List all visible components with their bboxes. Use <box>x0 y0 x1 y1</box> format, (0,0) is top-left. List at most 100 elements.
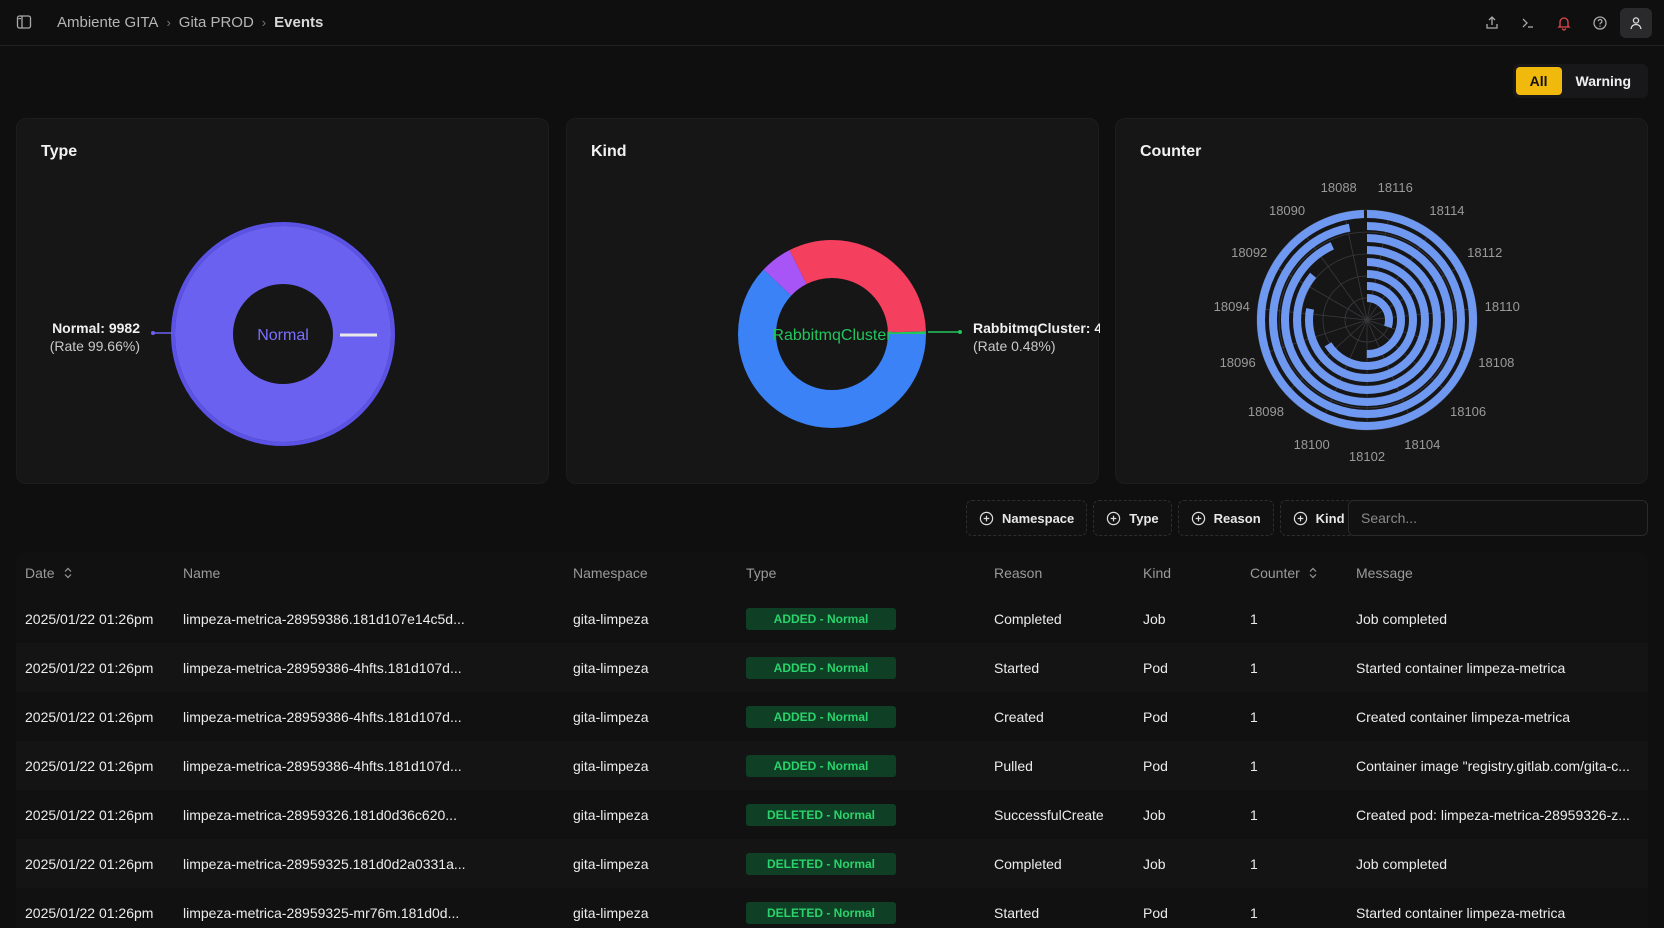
counter-angle-label: 18088 <box>1321 180 1357 195</box>
top-actions <box>1476 8 1652 38</box>
plus-circle-icon <box>979 511 994 525</box>
cell-reason: Completed <box>994 610 1062 627</box>
table-row[interactable]: 2025/01/22 01:26pm limpeza-metrica-28959… <box>16 790 1648 839</box>
cell-counter: 1 <box>1250 806 1258 823</box>
column-kind-header: Kind <box>1143 565 1172 581</box>
kind-slice-red[interactable] <box>738 240 926 428</box>
column-counter-header[interactable]: Counter <box>1241 565 1347 581</box>
cell-namespace: gita-limpeza <box>573 659 649 676</box>
cell-name: limpeza-metrica-28959326.181d0d36c620... <box>183 806 457 823</box>
kind-center-label: RabbitmqCluster <box>772 327 892 344</box>
cell-type: ADDED - Normal <box>737 754 985 777</box>
column-date-header[interactable]: Date <box>16 565 174 581</box>
counter-arc-bar[interactable] <box>1269 222 1465 418</box>
kind-filter-button[interactable]: Kind <box>1279 500 1358 536</box>
counter-arc-bar[interactable] <box>1341 294 1393 346</box>
cell-kind: Job <box>1143 806 1166 823</box>
kind-slice-green[interactable] <box>738 240 926 428</box>
counter-polar-chart: 18088 18116 18114 18112 18110 18108 18106 18104… <box>1214 180 1520 464</box>
column-reason-header: Reason <box>994 565 1043 581</box>
sidebar-toggle-icon[interactable] <box>14 12 34 32</box>
cell-name: limpeza-metrica-28959386-4hfts.181d107d.… <box>183 708 462 725</box>
user-icon[interactable] <box>1620 8 1652 38</box>
breadcrumb-root[interactable]: Ambiente GITA <box>57 14 159 31</box>
counter-angle-label: 18102 <box>1349 449 1385 464</box>
counter-angle-label: 18106 <box>1450 404 1486 419</box>
column-date-label: Date <box>25 565 55 581</box>
terminal-icon[interactable] <box>1512 8 1544 38</box>
cell-message: Started container limpeza-metrica <box>1356 659 1566 676</box>
cell-counter: 1 <box>1250 757 1258 774</box>
counter-angle-label: 18108 <box>1478 355 1514 370</box>
chevron-right-icon: › <box>166 15 171 30</box>
table-row[interactable]: 2025/01/22 01:26pm limpeza-metrica-28959… <box>16 594 1648 643</box>
counter-arc-bar[interactable] <box>1281 234 1453 406</box>
help-icon[interactable] <box>1584 8 1616 38</box>
kind-chart-title: Kind <box>591 143 627 160</box>
type-filter-label: Type <box>1129 510 1159 526</box>
type-badge: DELETED - Normal <box>746 852 896 875</box>
kind-callout-rate: (Rate 0.48%) <box>973 338 1055 354</box>
column-message-header: Message <box>1356 565 1413 581</box>
counter-angle-label: 18094 <box>1214 299 1250 314</box>
cell-date: 2025/01/22 01:26pm <box>25 806 154 823</box>
cell-kind: Pod <box>1143 904 1168 921</box>
cell-reason: Pulled <box>994 757 1033 774</box>
cell-type: ADDED - Normal <box>737 656 985 679</box>
table-row[interactable]: 2025/01/22 01:26pm limpeza-metrica-28959… <box>16 643 1648 692</box>
chevron-right-icon: › <box>261 15 267 30</box>
cell-name: limpeza-metrica-28959325-mr76m.181d0d... <box>183 904 460 921</box>
table-header: Date Name Namespace Type Reason Kind Cou… <box>16 552 1648 594</box>
cell-reason: Created <box>994 708 1044 725</box>
table-row[interactable]: 2025/01/22 01:26pm limpeza-metrica-28959… <box>16 741 1648 790</box>
reason-filter-button[interactable]: Reason <box>1177 500 1274 536</box>
table-row[interactable]: 2025/01/22 01:26pm limpeza-metrica-28959… <box>16 839 1648 888</box>
cell-message: Job completed <box>1356 610 1448 627</box>
cell-reason: Completed <box>994 855 1062 872</box>
counter-angle-label: 18116 <box>1378 180 1413 195</box>
table-row[interactable]: 2025/01/22 01:26pm limpeza-metrica-28959… <box>16 692 1648 741</box>
type-badge: ADDED - Normal <box>746 607 896 630</box>
counter-arc-bar[interactable] <box>1329 282 1405 358</box>
counter-arc-bar[interactable] <box>1257 210 1477 430</box>
counter-angle-label: 18090 <box>1269 203 1305 218</box>
namespace-filter-label: Namespace <box>1002 510 1075 526</box>
share-icon[interactable] <box>1476 8 1508 38</box>
cell-date: 2025/01/22 01:26pm <box>25 904 154 921</box>
table-row[interactable]: 2025/01/22 01:26pm limpeza-metrica-28959… <box>16 888 1648 928</box>
counter-angle-label: 18112 <box>1467 245 1502 260</box>
counter-arc-bar[interactable] <box>1317 270 1417 370</box>
filter-warning-button[interactable]: Warning <box>1575 73 1631 89</box>
reason-filter-label: Reason <box>1213 510 1261 526</box>
plus-circle-icon <box>1293 511 1307 525</box>
type-filter-button[interactable]: Type <box>1093 500 1172 536</box>
type-badge: ADDED - Normal <box>746 705 896 728</box>
cell-message: Container image "registry.gitlab.com/git… <box>1356 757 1630 774</box>
counter-arc-bar[interactable] <box>1305 258 1429 382</box>
type-outer-ring <box>171 222 395 446</box>
cell-type: ADDED - Normal <box>737 607 985 630</box>
type-callout-rate: (Rate 99.66%) <box>50 338 140 354</box>
cell-namespace: gita-limpeza <box>573 610 649 627</box>
bell-icon[interactable] <box>1548 8 1580 38</box>
cell-namespace: gita-limpeza <box>573 806 649 823</box>
type-center-label: Normal <box>257 327 309 344</box>
type-chart-title: Type <box>41 143 78 160</box>
counter-arc-bar[interactable] <box>1293 246 1441 394</box>
counter-angle-label: 18100 <box>1294 437 1330 452</box>
cell-reason: Started <box>994 904 1040 921</box>
counter-angle-label: 18098 <box>1248 404 1284 419</box>
cell-date: 2025/01/22 01:26pm <box>25 659 154 676</box>
search-input[interactable] <box>1348 500 1648 536</box>
cell-reason: SuccessfulCreate <box>994 806 1104 823</box>
cell-counter: 1 <box>1250 708 1258 725</box>
plus-circle-icon <box>1191 511 1205 525</box>
namespace-filter-button[interactable]: Namespace <box>966 500 1088 536</box>
type-badge: ADDED - Normal <box>746 656 896 679</box>
cell-kind: Job <box>1143 855 1166 872</box>
counter-angle-label: 18096 <box>1220 355 1256 370</box>
cell-counter: 1 <box>1250 659 1258 676</box>
cell-name: limpeza-metrica-28959386-4hfts.181d107d.… <box>183 659 462 676</box>
breadcrumb-project[interactable]: Gita PROD <box>178 14 254 31</box>
filter-all-button[interactable]: All <box>1515 67 1562 95</box>
